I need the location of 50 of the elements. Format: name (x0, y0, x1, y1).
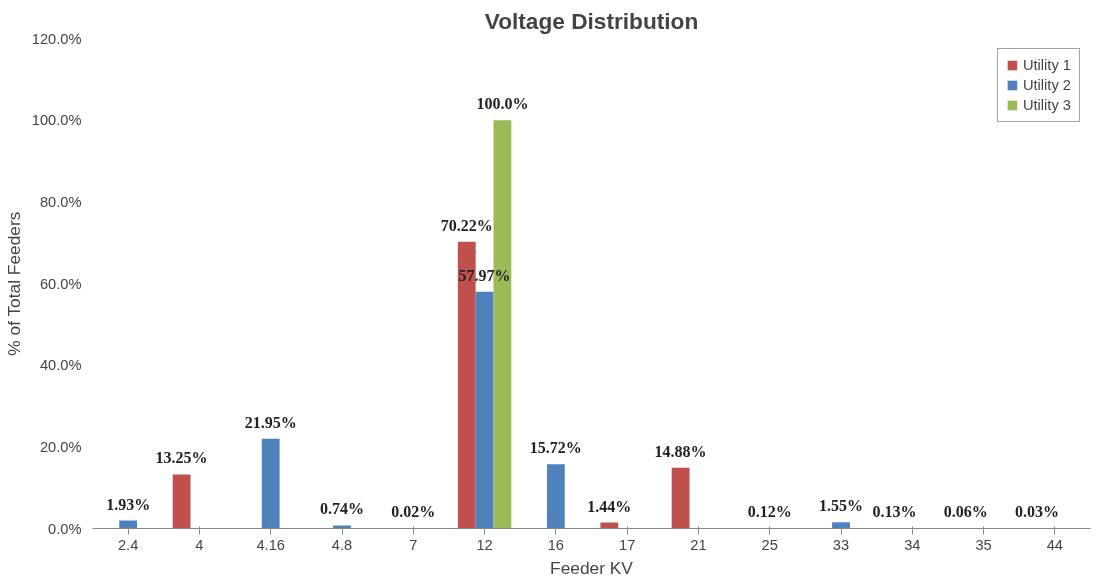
data-label: 0.12% (747, 503, 792, 521)
legend-label: Utility 1 (1022, 57, 1071, 73)
x-tick-label: 35 (975, 536, 992, 553)
x-tick-label: 33 (832, 536, 850, 553)
bar (546, 464, 565, 529)
bar (475, 291, 494, 529)
x-tick-label: 44 (1046, 536, 1064, 553)
data-label: 100.0% (476, 95, 529, 113)
y-tick-label: 40.0% (39, 357, 82, 374)
data-label: 1.55% (819, 497, 863, 515)
y-tick-label: 100.0% (31, 112, 82, 129)
y-tick-label: 80.0% (39, 193, 82, 210)
x-tick-label: 4.8 (331, 536, 353, 553)
x-tick-label: 2.4 (117, 536, 139, 553)
data-label: 0.74% (320, 500, 364, 518)
x-tick-label: 25 (761, 536, 778, 553)
y-tick-label: 20.0% (39, 438, 82, 455)
data-label: 0.02% (391, 503, 436, 521)
y-tick-label: 0.0% (48, 520, 82, 537)
data-label: 21.95% (244, 413, 297, 431)
x-tick-label: 34 (904, 536, 921, 553)
data-label: 70.22% (440, 216, 493, 234)
data-label: 0.03% (1015, 503, 1060, 521)
data-label: 57.97% (458, 266, 511, 284)
x-tick-label: 7 (409, 536, 418, 553)
data-label: 13.25% (155, 449, 208, 467)
x-tick-label: 4 (195, 536, 204, 553)
bar (832, 522, 850, 529)
x-axis-title: Feeder KV (550, 557, 634, 578)
bar (333, 525, 351, 529)
x-tick-label: 12 (476, 536, 493, 553)
data-label: 1.93% (106, 495, 151, 513)
data-label: 0.06% (943, 503, 988, 521)
bar (261, 438, 280, 529)
x-tick-label: 4.16 (256, 536, 285, 553)
x-tick-label: 21 (690, 536, 707, 553)
legend-label: Utility 3 (1022, 97, 1071, 113)
bar (671, 467, 690, 529)
y-tick-label: 120.0% (31, 30, 82, 47)
data-label: 14.88% (654, 442, 707, 460)
y-axis-title: % of Total Feeders (3, 211, 24, 356)
x-tick-label: 16 (547, 536, 565, 553)
x-tick-label: 17 (618, 536, 636, 553)
legend-label: Utility 2 (1022, 77, 1071, 93)
bar (172, 474, 191, 529)
data-label: 15.72% (529, 439, 582, 457)
y-tick-label: 60.0% (39, 275, 82, 292)
chart-title: Voltage Distribution (484, 7, 699, 34)
data-label: 0.13% (872, 502, 917, 520)
data-label: 1.44% (587, 497, 632, 515)
